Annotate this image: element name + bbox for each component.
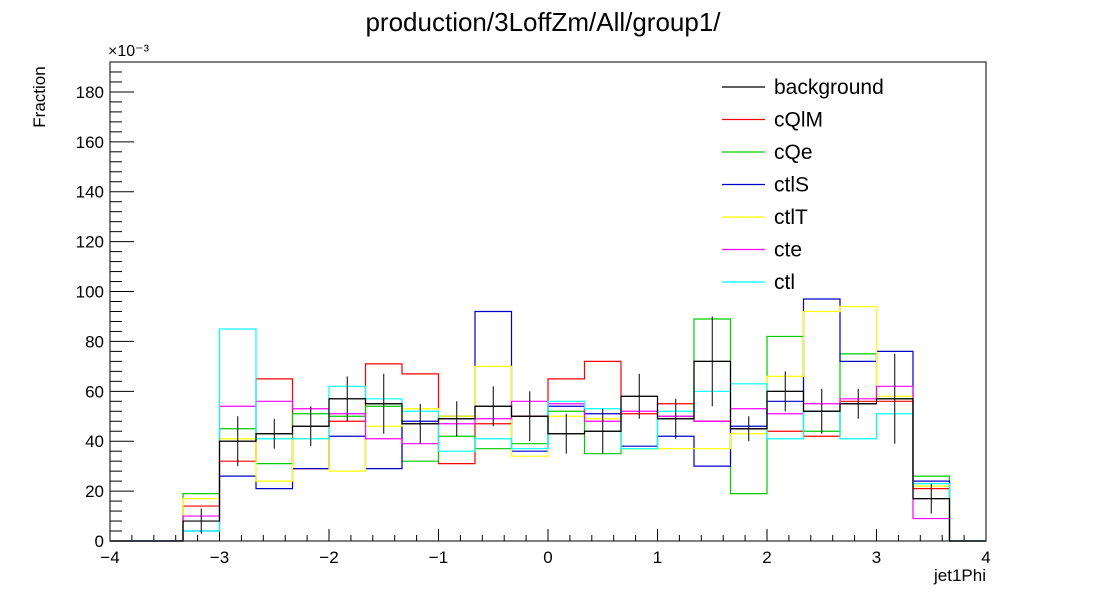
y-tick-label: 120 — [76, 233, 104, 252]
legend-label-cqe: cQe — [774, 141, 813, 164]
y-tick-label: 180 — [76, 83, 104, 102]
legend-label-cqlm: cQlM — [774, 109, 823, 132]
chart-title: production/3LoffZm/All/group1/ — [365, 7, 721, 37]
x-tick-label: −4 — [100, 548, 119, 567]
y-tick-label: 100 — [76, 283, 104, 302]
x-tick-label: −1 — [429, 548, 448, 567]
x-tick-label: 2 — [762, 548, 771, 567]
x-tick-label: 1 — [653, 548, 662, 567]
legend-label-ctls: ctlS — [774, 174, 809, 197]
series-line-ctlt — [110, 305, 986, 542]
y-tick-label: 40 — [85, 432, 104, 451]
y-tick-label: 140 — [76, 183, 104, 202]
y-tick-label: 80 — [85, 332, 104, 351]
legend-label-cte: cte — [774, 239, 802, 262]
legend: background cQlM cQe ctlS ctlT cte ctl — [722, 76, 884, 294]
plot-frame — [109, 61, 987, 542]
legend-label-ctl: ctl — [774, 271, 795, 294]
y-tick-label: 0 — [95, 532, 104, 551]
x-tick-label: 3 — [872, 548, 881, 567]
series-line-ctl — [110, 328, 986, 542]
legend-label-background: background — [774, 76, 884, 99]
y-axis-exponent: ×10⁻³ — [108, 43, 150, 60]
y-axis-label: Fraction — [30, 66, 49, 127]
x-tick-label: −3 — [210, 548, 229, 567]
y-tick-label: 20 — [85, 482, 104, 501]
y-tick-label: 60 — [85, 382, 104, 401]
x-axis-label: jet1Phi — [933, 566, 986, 585]
y-tick-label: 160 — [76, 133, 104, 152]
x-tick-label: 0 — [543, 548, 552, 567]
x-tick-label: −2 — [319, 548, 338, 567]
series-line-cqlm — [110, 360, 986, 542]
x-tick-label: 4 — [981, 548, 990, 567]
legend-label-ctlt: ctlT — [774, 206, 808, 229]
